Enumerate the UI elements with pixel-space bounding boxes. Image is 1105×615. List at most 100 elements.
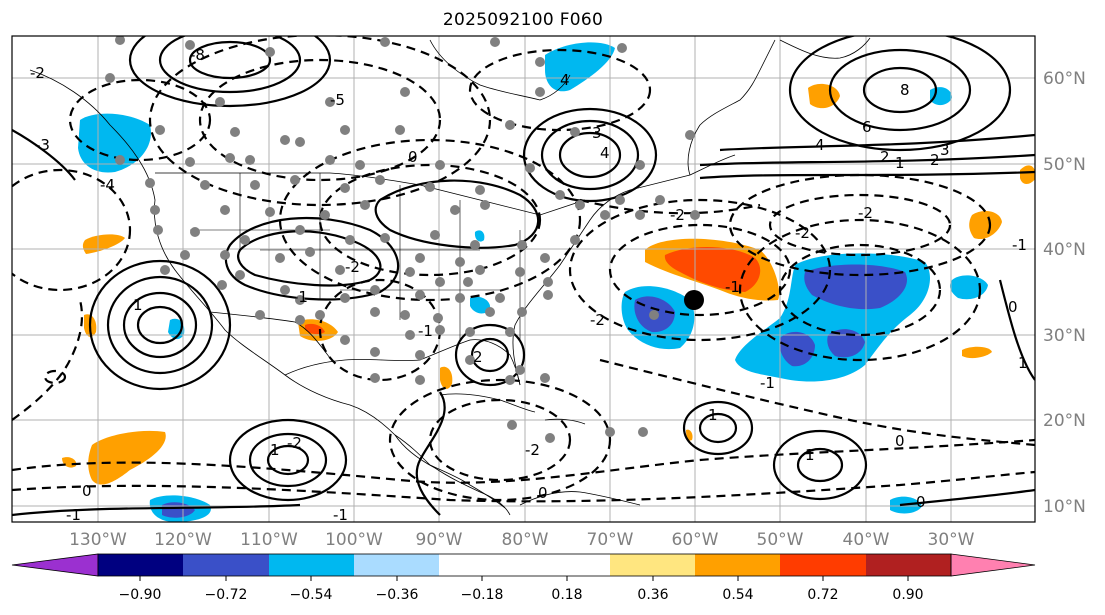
- colorbar-tick-label: −0.72: [205, 587, 248, 603]
- longitude-labels: 130°W 120°W 110°W 100°W 90°W 80°W 70°W 6…: [69, 530, 975, 550]
- map-title: 2025092100 F060: [442, 10, 604, 30]
- positive-contour: [558, 131, 622, 179]
- colorbar-bin: [525, 554, 610, 576]
- colorbar-tick-labels: −0.90 −0.72 −0.54 −0.36 −0.18 0.18 0.36 …: [119, 587, 924, 603]
- negative-anomaly-region: [950, 275, 988, 300]
- contour-label: -1: [333, 506, 348, 524]
- negative-contour: [468, 48, 652, 132]
- contour-label: -2: [30, 64, 45, 82]
- positive-contour: [158, 36, 302, 94]
- contour-label: -1: [725, 278, 740, 296]
- negative-contour: [568, 198, 832, 342]
- positive-contour: [998, 279, 1035, 381]
- lon-label: 120°W: [154, 530, 212, 550]
- contour-label: -1: [418, 322, 433, 340]
- colorbar-bin: [98, 554, 183, 576]
- contour-label: 0: [82, 482, 92, 500]
- contour-label: 1: [805, 446, 815, 464]
- negative-contour: [579, 198, 761, 215]
- positive-contour: [248, 432, 328, 488]
- contour-label: -5: [330, 91, 345, 109]
- strong-positive-anomaly-region: [664, 247, 761, 292]
- strong-negative-anomaly-region: [827, 329, 865, 358]
- contour-label: 8: [900, 81, 910, 99]
- lat-label: 30°N: [1043, 326, 1086, 346]
- contour-label: 1: [1018, 354, 1028, 372]
- contour-label: -2: [858, 204, 873, 222]
- positive-contour: [12, 129, 76, 181]
- positive-contour: [12, 503, 301, 517]
- positive-contour: [699, 153, 1035, 167]
- map-frame: [11, 35, 1036, 523]
- lon-label: 130°W: [69, 530, 127, 550]
- colorbar-bin: [354, 554, 439, 576]
- contour-label: 1: [133, 296, 143, 314]
- colorbar-bin: [269, 554, 354, 576]
- contour-label: -2: [795, 224, 810, 242]
- colorbar-tick-label: −0.18: [461, 587, 504, 603]
- negative-anomaly-region: [474, 230, 485, 242]
- us-mexico-border: [209, 311, 331, 359]
- colorbar-bin: [439, 554, 525, 576]
- contour-label: -3: [35, 136, 50, 154]
- positive-anomaly-region: [440, 366, 453, 389]
- positive-contour: [796, 447, 844, 483]
- contour-label: 2: [473, 348, 483, 366]
- negative-contour: [768, 193, 952, 257]
- positive-contour: [415, 391, 446, 516]
- contour-label: -8: [190, 46, 205, 64]
- contour-label: -2: [525, 441, 540, 459]
- colorbar-tick-label: −0.54: [290, 587, 333, 603]
- colorbar-frame: [97, 553, 952, 577]
- contour-label: 4: [815, 136, 825, 154]
- lon-label: 90°W: [416, 530, 463, 550]
- contour-label: -1: [66, 506, 81, 524]
- contour-label-group: -8 -2 -4 -3 -5 0 4 3 4 8 6 4 2 1 2 3 -2 …: [30, 46, 1028, 524]
- contour-label: 4: [560, 71, 570, 89]
- positive-contour: [224, 216, 400, 301]
- negative-anomaly-region: [545, 42, 615, 92]
- map-panel: -8 -2 -4 -3 -5 0 4 3 4 8 6 4 2 1 2 3 -2 …: [12, 36, 1035, 524]
- contour-label: 0: [538, 484, 548, 502]
- lon-label: 30°W: [928, 530, 975, 550]
- positive-contour: [828, 48, 972, 132]
- lon-label: 100°W: [325, 530, 383, 550]
- positive-contour: [266, 444, 310, 476]
- negative-contour: [12, 438, 1035, 484]
- negative-anomaly-region: [78, 113, 151, 173]
- negative-contour: [738, 218, 982, 362]
- positive-contour: [228, 418, 348, 502]
- contour-label: -1: [1012, 236, 1027, 254]
- negative-contour: [428, 398, 572, 482]
- colorbar-tick-label: −0.90: [119, 587, 162, 603]
- negative-contour: [778, 243, 942, 337]
- colorbar-tick-label: −0.36: [376, 587, 419, 603]
- lon-label: 60°W: [672, 530, 719, 550]
- gulf-coast: [284, 339, 521, 386]
- negative-contour: [68, 78, 212, 162]
- contour-label: 0: [895, 432, 905, 450]
- positive-contour: [772, 429, 868, 501]
- north-america-coastline: [29, 69, 506, 509]
- positive-contour: [862, 66, 938, 114]
- colorbar-bin: [183, 554, 269, 576]
- lon-label: 50°W: [757, 530, 804, 550]
- contour-label: 0: [1008, 298, 1018, 316]
- colorbar-ticks: [139, 576, 909, 581]
- lat-label: 60°N: [1043, 69, 1086, 89]
- negative-contour: [278, 138, 582, 302]
- contour-label: -2: [590, 311, 605, 329]
- negative-contour: [12, 470, 1035, 503]
- lat-label: 50°N: [1043, 155, 1086, 175]
- contour-label: 2: [930, 151, 940, 169]
- storm-center-marker: [684, 290, 704, 310]
- positive-contour: [522, 107, 658, 203]
- positive-anomaly-region: [1020, 165, 1035, 184]
- positive-anomaly-region: [969, 210, 1002, 240]
- contour-label: -2: [670, 206, 685, 224]
- positive-contour: [106, 275, 214, 375]
- colorbar-tick-label: 0.72: [807, 587, 838, 603]
- contour-label: 1: [895, 154, 905, 172]
- negative-contour: [728, 173, 992, 277]
